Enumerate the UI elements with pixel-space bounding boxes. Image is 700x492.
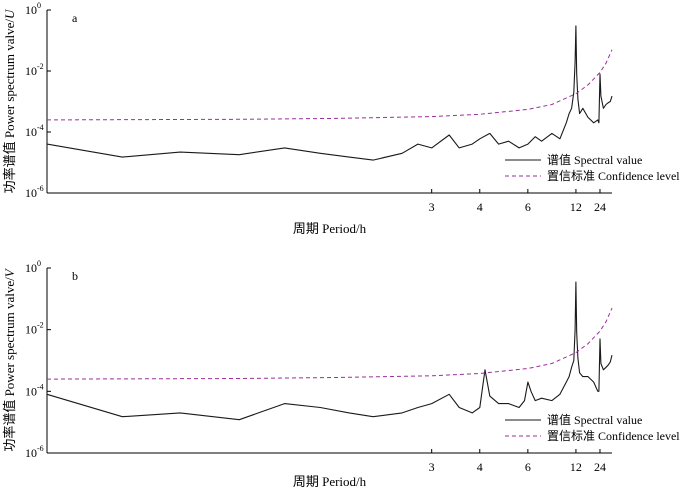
confidence-level-line [46,307,613,380]
y-axis-title: 功率谱值 Power spectrum valve/U [2,8,17,193]
y-tick-label: 10-4 [25,123,44,139]
legend-label: 谱值 Spectral value [547,412,642,427]
x-tick-label: 24 [594,200,606,214]
x-tick-label: 4 [477,460,483,474]
chart-panel-b: 10-6 10-4 10-2 100 3 4 6 12 24 周期 Period/h 功率谱值 Po… [2,259,680,489]
x-tick-label: 12 [570,200,582,214]
legend-label: 谱值 Spectral value [547,152,642,167]
x-axis-title: 周期 Period/h [293,474,367,489]
x-tick-label: 6 [525,460,531,474]
legend-label: 置信标准 Confidence level [547,169,680,183]
y-axis-title: 功率谱值 Power spectrum valve/V [2,267,17,451]
x-axis-title: 周期 Period/h [293,221,367,236]
chart-panel-a: 10-6 10-4 10-2 100 3 4 6 12 24 周期 Period/h 功率谱值 Po… [2,1,680,236]
y-tick-label: 100 [25,259,41,275]
panel-label: b [72,269,78,283]
legend-label: 置信标准 Confidence level [547,429,680,443]
x-tick-label: 4 [477,200,483,214]
x-tick-label: 3 [429,200,435,214]
x-tick-label: 12 [570,460,582,474]
y-tick-label: 10-6 [25,184,44,200]
y-tick-label: 10-2 [25,321,44,337]
y-tick-label: 100 [25,1,41,17]
spectral-value-line [46,281,613,421]
x-tick-label: 24 [594,460,606,474]
y-tick-label: 10-4 [25,382,44,398]
spectral-value-line [46,25,613,161]
confidence-level-line [46,49,613,121]
x-tick-label: 6 [525,200,531,214]
panel-label: a [72,11,78,25]
y-tick-label: 10-2 [25,62,44,78]
x-tick-label: 3 [429,460,435,474]
y-tick-label: 10-6 [25,444,44,460]
